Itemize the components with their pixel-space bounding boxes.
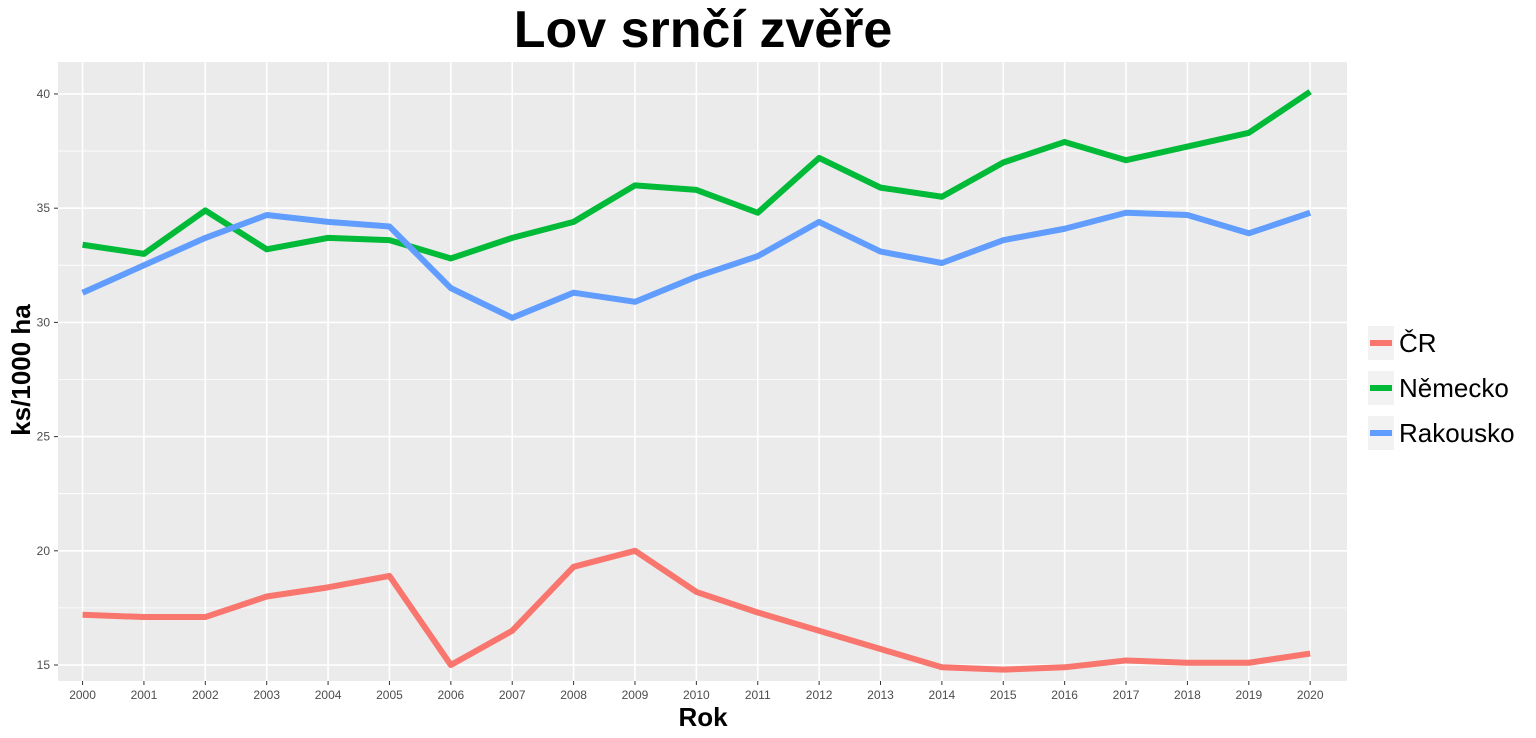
- major-gridlines: [58, 62, 1347, 681]
- x-tick-label: 2000: [69, 688, 96, 702]
- series-lines: [81, 89, 1312, 673]
- x-tick-label: 2003: [253, 688, 280, 702]
- y-tick-label: 20: [37, 544, 51, 558]
- x-tick-label: 2006: [437, 688, 464, 702]
- legend-label: ČR: [1399, 328, 1437, 358]
- y-axis-title: ks/1000 ha: [6, 304, 36, 436]
- x-tick-label: 2007: [499, 688, 526, 702]
- x-tick-label: 2009: [622, 688, 649, 702]
- x-tick-label: 2011: [745, 688, 771, 702]
- legend: ČR Německo Rakousko: [1368, 326, 1515, 450]
- x-tick-label: 2020: [1297, 688, 1324, 702]
- x-tick-label: 2012: [806, 688, 833, 702]
- y-tick-label: 30: [37, 315, 51, 329]
- minor-gridlines: [58, 150, 1347, 609]
- x-tick-label: 2010: [683, 688, 710, 702]
- series-line: [82, 89, 1312, 262]
- y-tick-label: 15: [37, 658, 51, 672]
- y-tick-label: 25: [37, 430, 51, 444]
- series-line: [82, 547, 1311, 673]
- x-tick-label: 2015: [990, 688, 1017, 702]
- y-axis-ticks: 15 20 25 30 35 40: [37, 87, 58, 672]
- x-axis-title: Rok: [678, 702, 728, 732]
- legend-label: Rakousko: [1399, 418, 1515, 448]
- x-tick-label: 2016: [1051, 688, 1078, 702]
- x-tick-label: 2017: [1113, 688, 1140, 702]
- series-line: [81, 209, 1312, 321]
- x-tick-label: 2013: [867, 688, 894, 702]
- x-tick-label: 2008: [560, 688, 587, 702]
- plot-panel: [58, 62, 1347, 681]
- chart-title: Lov srnčí zvěře: [514, 1, 893, 59]
- y-tick-label: 40: [37, 87, 51, 101]
- y-tick-label: 35: [37, 201, 51, 215]
- x-tick-label: 2002: [192, 688, 219, 702]
- x-tick-label: 2001: [131, 688, 158, 702]
- legend-label: Německo: [1399, 373, 1509, 403]
- x-tick-label: 2014: [929, 688, 956, 702]
- x-tick-label: 2004: [315, 688, 342, 702]
- x-tick-label: 2005: [376, 688, 403, 702]
- x-axis-ticks: 2000 2001 2002 2003 2004 2005 2006 2007 2008 2009…: [69, 681, 1324, 702]
- x-tick-label: 2019: [1235, 688, 1262, 702]
- x-tick-label: 2018: [1174, 688, 1201, 702]
